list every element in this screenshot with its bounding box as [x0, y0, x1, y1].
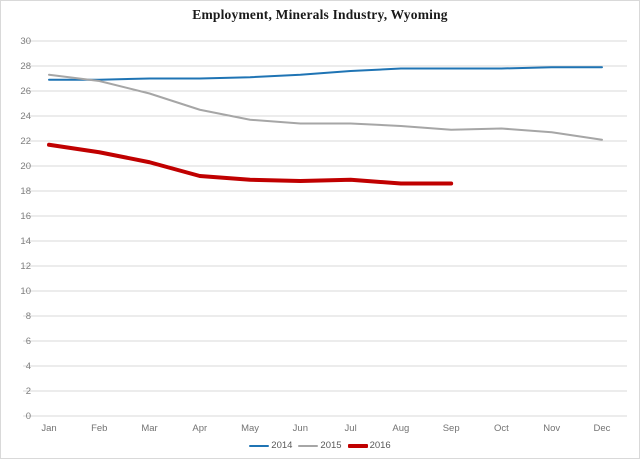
y-tick-label-8: 8 [26, 311, 31, 322]
x-tick-label-sep: Sep [443, 423, 460, 434]
y-tick-label-24: 24 [20, 111, 31, 122]
legend-label-2016: 2016 [369, 440, 391, 451]
y-tick-label-30: 30 [20, 36, 31, 47]
legend-label-2014: 2014 [271, 440, 293, 451]
x-tick-label-dec: Dec [594, 423, 611, 434]
series-line-2014 [48, 66, 603, 81]
y-tick-label-16: 16 [20, 211, 31, 222]
y-tick-label-0: 0 [26, 411, 31, 422]
legend-line-sample-2015 [298, 444, 319, 447]
legend-line-sample-2014 [249, 444, 270, 447]
series-line-2016 [47, 142, 454, 186]
y-tick-label-20: 20 [20, 161, 31, 172]
chart-legend: 2014 2015 2016 [1, 440, 639, 451]
x-tick-label-nov: Nov [543, 423, 560, 434]
x-tick-label-apr: Apr [192, 423, 207, 434]
y-tick-label-12: 12 [20, 261, 31, 272]
legend-label-2015: 2015 [320, 440, 342, 451]
x-tick-label-jul: Jul [345, 423, 357, 434]
x-tick-label-feb: Feb [91, 423, 107, 434]
x-tick-label-oct: Oct [494, 423, 509, 434]
x-tick-label-may: May [241, 423, 259, 434]
x-tick-label-aug: Aug [392, 423, 409, 434]
y-tick-label-4: 4 [26, 361, 31, 372]
x-tick-label-jun: Jun [293, 423, 308, 434]
y-tick-label-26: 26 [20, 86, 31, 97]
y-tick-label-14: 14 [20, 236, 31, 247]
chart-title: Employment, Minerals Industry, Wyoming [192, 7, 448, 22]
y-tick-label-2: 2 [26, 386, 31, 397]
y-tick-label-10: 10 [20, 286, 31, 297]
x-tick-label-mar: Mar [141, 423, 157, 434]
legend-item-2015: 2015 [298, 440, 342, 451]
series-line-2015 [48, 73, 603, 141]
legend-line-sample-2016 [347, 443, 368, 448]
legend-item-2016: 2016 [347, 440, 391, 451]
y-tick-label-22: 22 [20, 136, 31, 147]
y-tick-label-28: 28 [20, 61, 31, 72]
legend-item-2014: 2014 [249, 440, 292, 451]
y-tick-label-18: 18 [20, 186, 31, 197]
x-tick-label-jan: Jan [41, 423, 56, 434]
y-tick-label-6: 6 [26, 336, 31, 347]
